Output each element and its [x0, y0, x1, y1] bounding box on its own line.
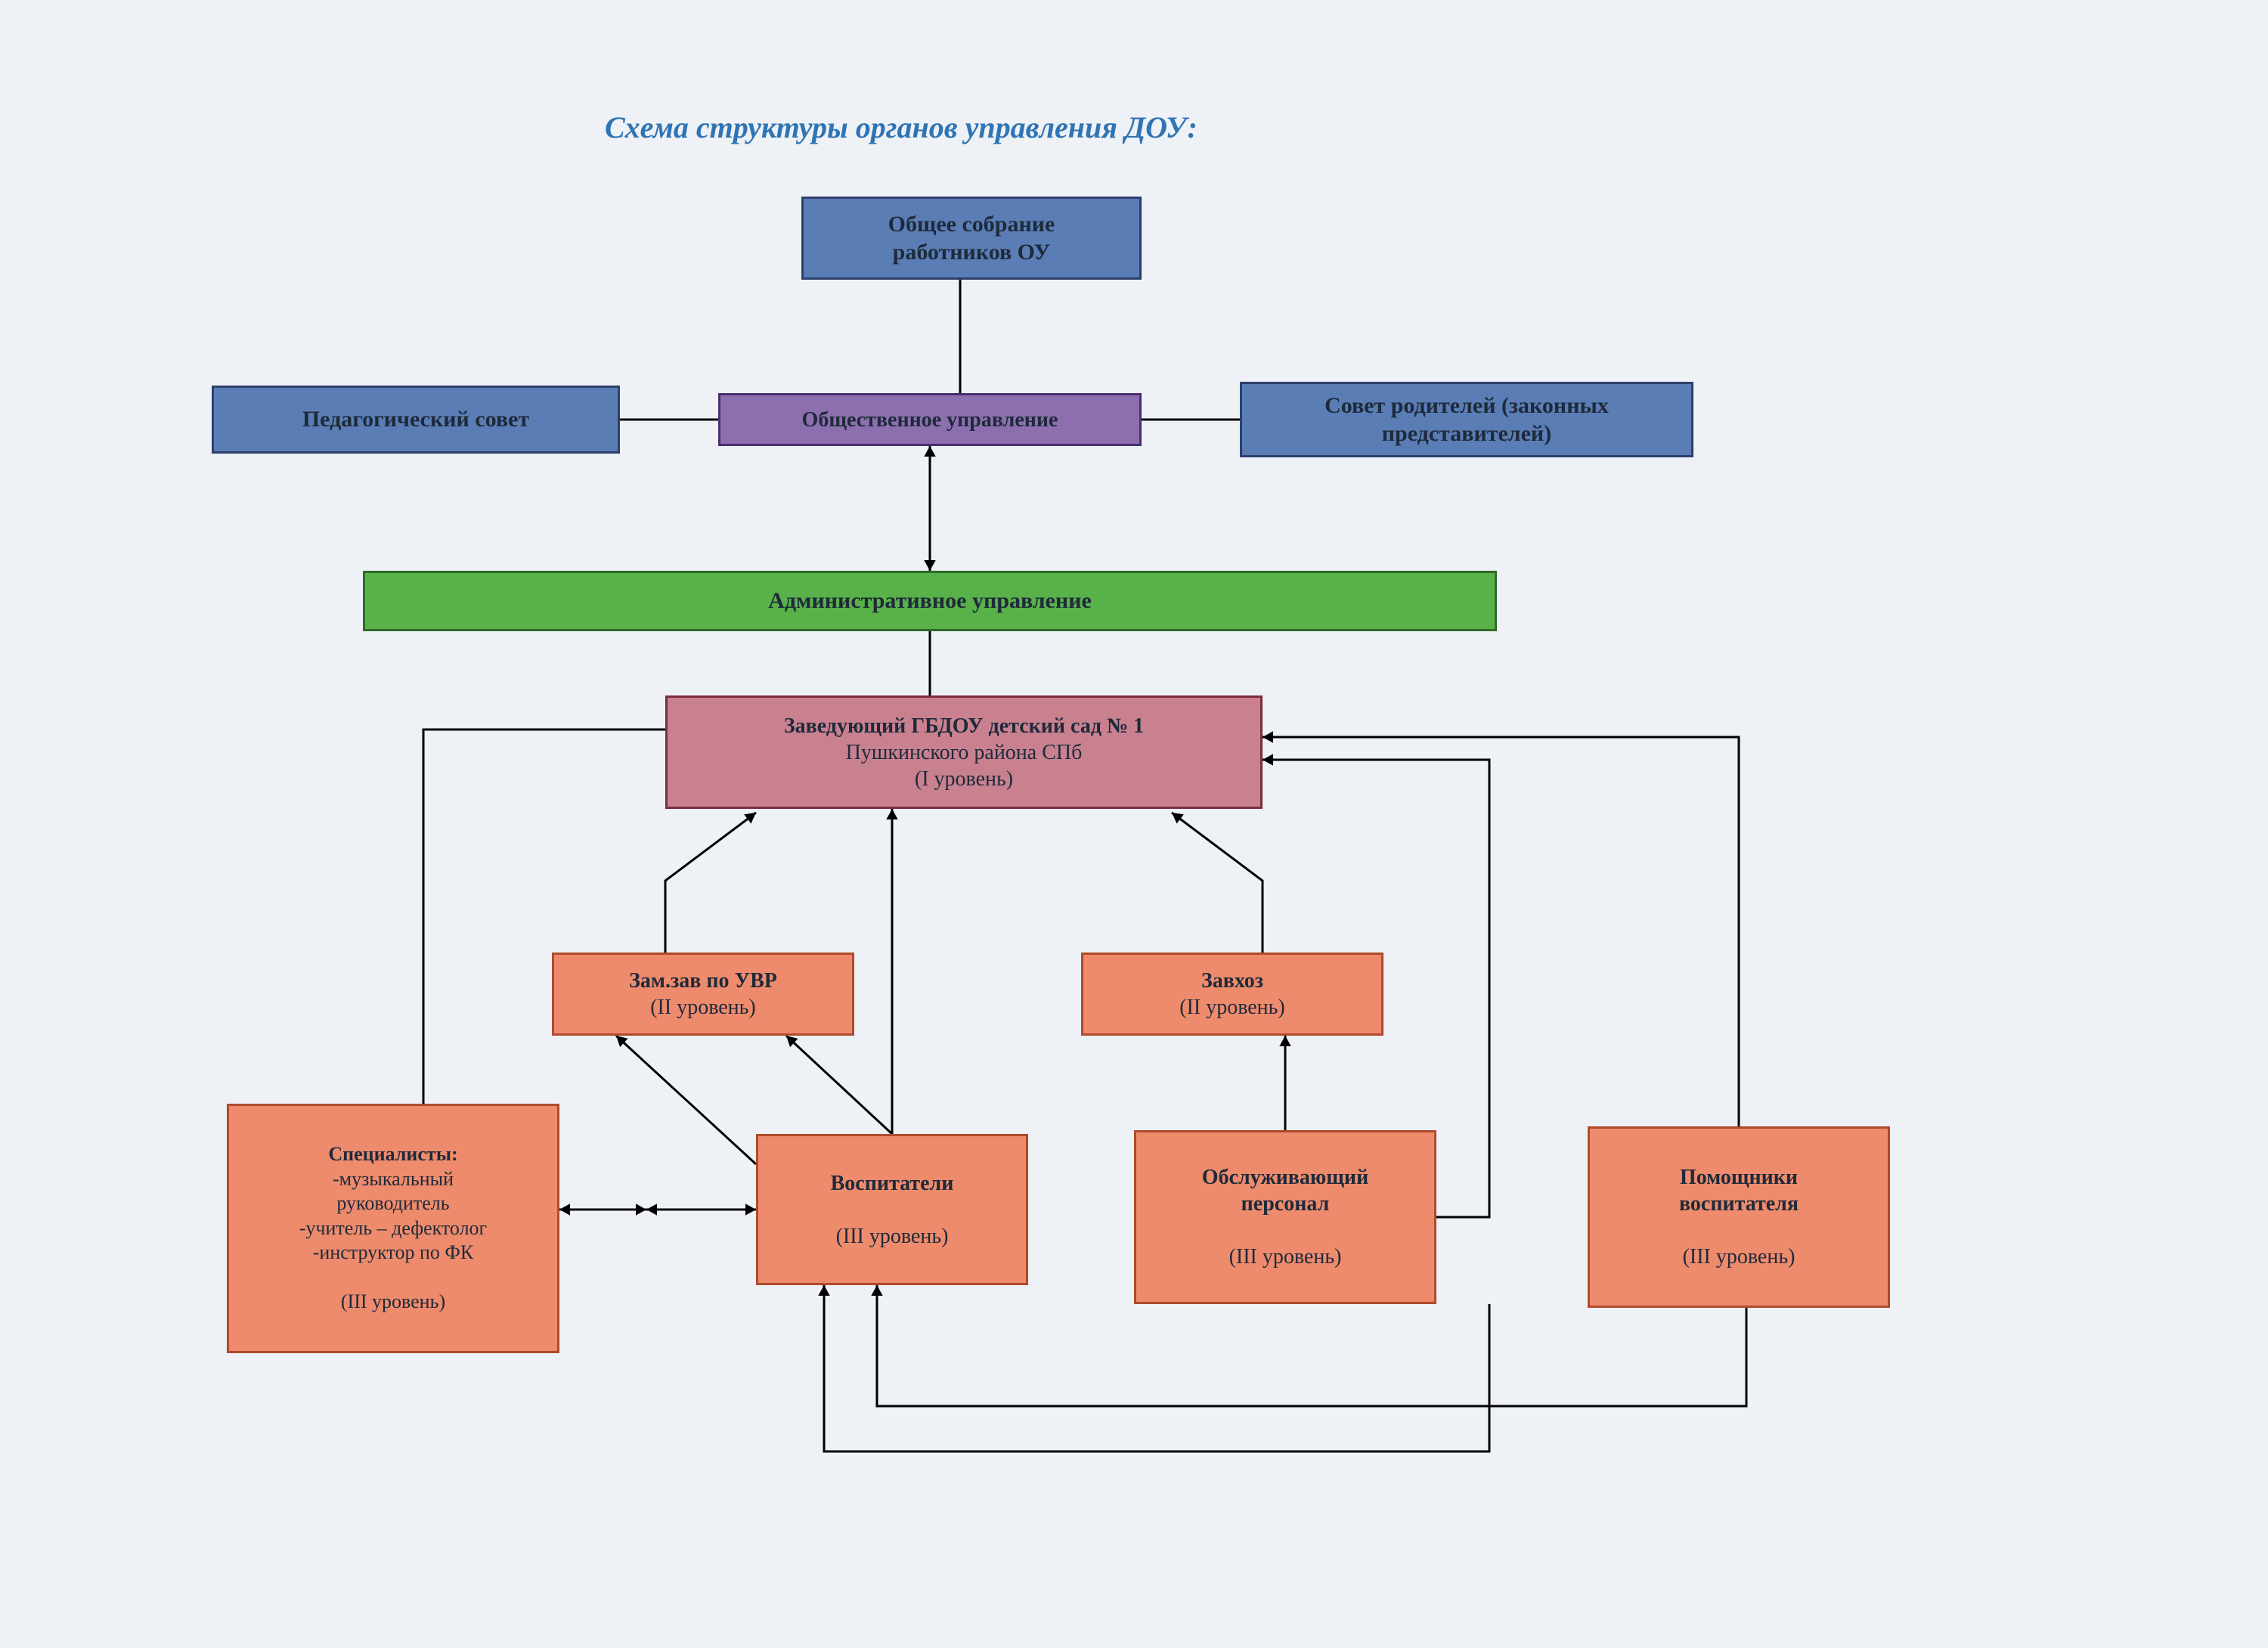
node-ped-council: Педагогический совет: [212, 386, 620, 454]
node-admin-management: Административное управление: [363, 571, 1497, 631]
node-line: Обслуживающий: [1202, 1164, 1368, 1191]
node-head: Заведующий ГБДОУ детский сад № 1Пушкинск…: [665, 695, 1263, 809]
node-line: Административное управление: [768, 587, 1092, 615]
node-line: работников ОУ: [893, 238, 1051, 267]
node-line: [391, 1265, 396, 1290]
node-line: (II уровень): [1179, 994, 1285, 1021]
node-line: [1737, 1217, 1742, 1244]
node-specialists: Специалисты:-музыкальныйруководитель-учи…: [227, 1104, 559, 1353]
node-line: Совет родителей (законных: [1325, 392, 1609, 420]
node-line: -учитель – дефектолог: [299, 1216, 487, 1241]
node-line: (I уровень): [915, 766, 1013, 792]
node-parent-council: Совет родителей (законныхпредставителей): [1240, 382, 1693, 457]
node-public-management: Общественное управление: [718, 393, 1142, 446]
node-line: -инструктор по ФК: [313, 1241, 473, 1265]
node-line: Заведующий ГБДОУ детский сад № 1: [784, 713, 1144, 739]
node-line: Педагогический совет: [302, 405, 529, 434]
node-line: Общественное управление: [802, 407, 1058, 433]
node-line: руководитель: [336, 1191, 449, 1216]
node-line: (III уровень): [1683, 1244, 1796, 1270]
node-line: -музыкальный: [333, 1167, 454, 1192]
node-line: персонал: [1241, 1191, 1330, 1217]
node-line: представителей): [1382, 420, 1551, 448]
node-assistants: Помощникивоспитателя (III уровень): [1588, 1126, 1890, 1308]
node-line: Общее собрание: [888, 210, 1055, 239]
node-educators: Воспитатели (III уровень): [756, 1134, 1028, 1285]
node-line: (II уровень): [650, 994, 756, 1021]
node-line: Помощники: [1680, 1164, 1798, 1191]
node-line: (III уровень): [1229, 1244, 1342, 1270]
node-service-staff: Обслуживающийперсонал (III уровень): [1134, 1130, 1436, 1304]
node-general-assembly: Общее собраниеработников ОУ: [801, 197, 1142, 280]
node-line: [1283, 1217, 1288, 1244]
node-deputy-uvr: Зам.зав по УВР(II уровень): [552, 953, 854, 1036]
node-line: Завхоз: [1201, 968, 1263, 994]
chart-title: Схема структуры органов управления ДОУ:: [605, 110, 1198, 145]
node-line: Зам.зав по УВР: [629, 968, 777, 994]
node-line: (III уровень): [836, 1223, 949, 1250]
node-zavhoz: Завхоз(II уровень): [1081, 953, 1383, 1036]
node-line: воспитателя: [1679, 1191, 1799, 1217]
node-line: Специалисты:: [328, 1142, 457, 1167]
node-line: [890, 1197, 895, 1223]
node-line: Пушкинского района СПб: [846, 739, 1083, 766]
node-line: Воспитатели: [831, 1170, 954, 1197]
org-chart-canvas: Схема структуры органов управления ДОУ: …: [0, 0, 2268, 1648]
node-line: (III уровень): [341, 1290, 445, 1315]
